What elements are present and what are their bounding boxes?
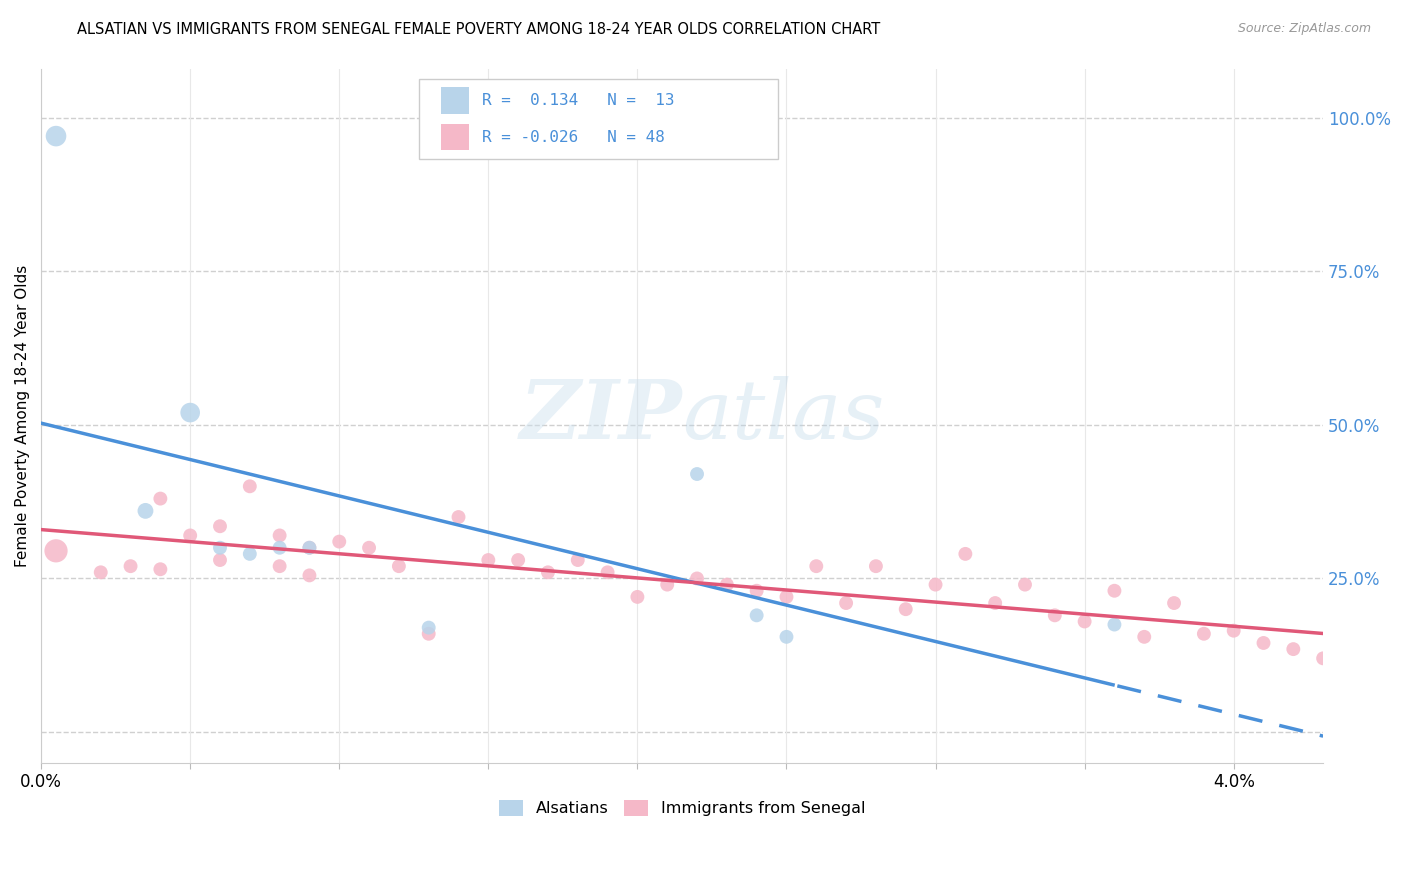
Point: [149, 562, 172, 576]
Point: [806, 559, 828, 574]
Point: [745, 608, 768, 623]
Point: [269, 559, 291, 574]
Point: [508, 553, 530, 567]
Point: [716, 577, 738, 591]
Point: [567, 553, 589, 567]
Point: [1104, 583, 1126, 598]
Text: ALSATIAN VS IMMIGRANTS FROM SENEGAL FEMALE POVERTY AMONG 18-24 YEAR OLDS CORRELA: ALSATIAN VS IMMIGRANTS FROM SENEGAL FEMA…: [77, 22, 880, 37]
Text: Source: ZipAtlas.com: Source: ZipAtlas.com: [1237, 22, 1371, 36]
Point: [357, 541, 380, 555]
Point: [208, 553, 231, 567]
Point: [90, 566, 112, 580]
Point: [775, 590, 797, 604]
Point: [865, 559, 887, 574]
Point: [835, 596, 858, 610]
Point: [179, 528, 201, 542]
Point: [1282, 642, 1305, 657]
Point: [418, 621, 440, 635]
Point: [1222, 624, 1244, 638]
Point: [418, 626, 440, 640]
Point: [298, 568, 321, 582]
Point: [745, 583, 768, 598]
Point: [1163, 596, 1185, 610]
Text: R =  0.134   N =  13: R = 0.134 N = 13: [482, 93, 675, 108]
Point: [894, 602, 917, 616]
Point: [269, 528, 291, 542]
Point: [626, 590, 648, 604]
Point: [775, 630, 797, 644]
Point: [1014, 577, 1036, 591]
Point: [328, 534, 350, 549]
FancyBboxPatch shape: [419, 78, 779, 159]
Point: [388, 559, 411, 574]
Point: [269, 541, 291, 555]
Point: [1192, 626, 1215, 640]
Legend: Alsatians, Immigrants from Senegal: Alsatians, Immigrants from Senegal: [491, 792, 873, 824]
FancyBboxPatch shape: [441, 124, 470, 150]
Point: [45, 544, 67, 558]
Point: [447, 510, 470, 524]
Point: [298, 541, 321, 555]
Point: [1133, 630, 1156, 644]
Point: [120, 559, 142, 574]
Point: [239, 547, 262, 561]
Point: [1341, 664, 1364, 678]
Point: [179, 406, 201, 420]
Y-axis label: Female Poverty Among 18-24 Year Olds: Female Poverty Among 18-24 Year Olds: [15, 265, 30, 566]
Point: [537, 566, 560, 580]
Point: [477, 553, 499, 567]
Point: [686, 467, 709, 481]
FancyBboxPatch shape: [441, 87, 470, 114]
Point: [45, 129, 67, 144]
Text: R = -0.026   N = 48: R = -0.026 N = 48: [482, 129, 665, 145]
Point: [1043, 608, 1066, 623]
Point: [239, 479, 262, 493]
Point: [208, 519, 231, 533]
Point: [1253, 636, 1275, 650]
Point: [657, 577, 679, 591]
Point: [924, 577, 946, 591]
Text: atlas: atlas: [682, 376, 884, 456]
Point: [1073, 615, 1095, 629]
Point: [955, 547, 977, 561]
Point: [149, 491, 172, 506]
Point: [1104, 617, 1126, 632]
Point: [134, 504, 156, 518]
Point: [686, 572, 709, 586]
Text: ZIP: ZIP: [519, 376, 682, 456]
Point: [1312, 651, 1334, 665]
Point: [984, 596, 1007, 610]
Point: [208, 541, 231, 555]
Point: [298, 541, 321, 555]
Point: [596, 566, 619, 580]
